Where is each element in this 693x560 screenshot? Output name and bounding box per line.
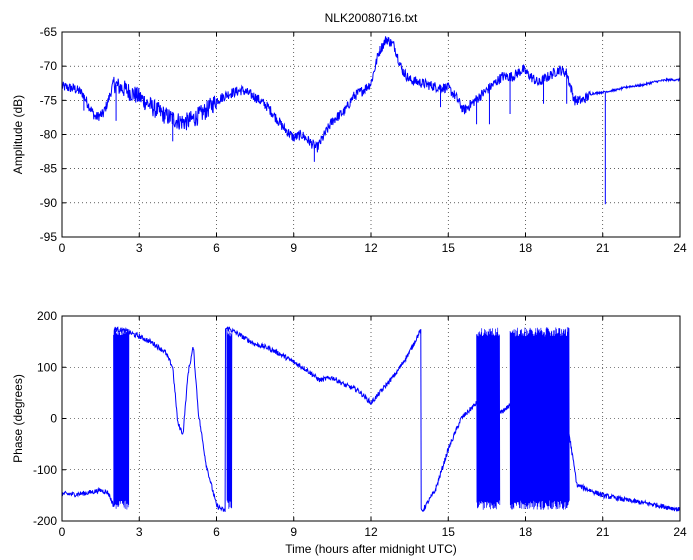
y-tick-label: 0 bbox=[50, 412, 57, 426]
phase-panel: 0 3 6 9 12 15 18 21 24 -200 -100 0 100 200 Phase (deg… bbox=[11, 309, 687, 556]
amplitude-panel: NLK20080716.txt 0 3 6 9 12 15 18 21 24 -95 -90 -85 -… bbox=[11, 11, 687, 255]
y-tick-label: -70 bbox=[40, 59, 58, 73]
phase-wrap-noise bbox=[113, 327, 130, 510]
x-tick-label: 6 bbox=[213, 241, 220, 255]
y-tick-label: -200 bbox=[33, 514, 57, 528]
x-tick-label: 9 bbox=[290, 525, 297, 539]
amplitude-ticks: 0 3 6 9 12 15 18 21 24 -95 -90 -85 -80 -75 -70 -65 bbox=[40, 25, 687, 255]
y-tick-label: -80 bbox=[40, 128, 58, 142]
x-tick-label: 12 bbox=[364, 241, 378, 255]
y-tick-label: 200 bbox=[37, 309, 57, 323]
x-tick-label: 15 bbox=[442, 525, 456, 539]
series-line bbox=[61, 326, 681, 512]
x-tick-label: 21 bbox=[596, 525, 610, 539]
x-tick-label: 6 bbox=[213, 525, 220, 539]
chart-title: NLK20080716.txt bbox=[325, 11, 418, 25]
x-tick-label: 12 bbox=[364, 525, 378, 539]
y-tick-label: -95 bbox=[40, 230, 58, 244]
amplitude-grid bbox=[62, 32, 680, 237]
phase-wrap-noise bbox=[476, 327, 501, 510]
y-tick-label: -90 bbox=[40, 196, 58, 210]
x-tick-label: 18 bbox=[519, 525, 533, 539]
phase-y-axis-label: Phase (degrees) bbox=[11, 374, 25, 463]
x-tick-label: 0 bbox=[59, 525, 66, 539]
x-tick-label: 24 bbox=[673, 525, 687, 539]
phase-ticks: 0 3 6 9 12 15 18 21 24 -200 -100 0 100 200 bbox=[33, 309, 687, 539]
phase-wrap-noise bbox=[226, 329, 233, 509]
series-line bbox=[61, 36, 681, 153]
phase-series bbox=[61, 326, 681, 512]
x-tick-label: 15 bbox=[442, 241, 456, 255]
amplitude-y-axis-label: Amplitude (dB) bbox=[11, 95, 25, 174]
phase-wrap-noise bbox=[509, 327, 570, 510]
y-tick-label: 100 bbox=[37, 360, 57, 374]
amplitude-series bbox=[61, 36, 681, 205]
x-tick-label: 3 bbox=[136, 525, 143, 539]
x-tick-label: 24 bbox=[673, 241, 687, 255]
x-tick-label: 9 bbox=[290, 241, 297, 255]
x-tick-label: 0 bbox=[59, 241, 66, 255]
phase-grid bbox=[62, 316, 680, 521]
y-tick-label: -100 bbox=[33, 463, 57, 477]
x-tick-label: 21 bbox=[596, 241, 610, 255]
x-tick-label: 18 bbox=[519, 241, 533, 255]
y-tick-label: -75 bbox=[40, 93, 58, 107]
y-tick-label: -65 bbox=[40, 25, 58, 39]
x-tick-label: 3 bbox=[136, 241, 143, 255]
phase-x-axis-label: Time (hours after midnight UTC) bbox=[285, 542, 457, 556]
y-tick-label: -85 bbox=[40, 162, 58, 176]
